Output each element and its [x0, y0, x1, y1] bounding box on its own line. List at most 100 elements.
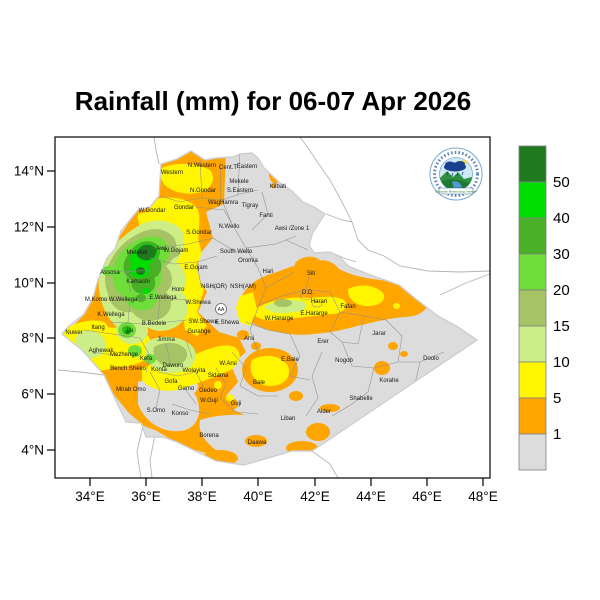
- x-axis-longitude: 34°E 36°E 38°E 40°E 42°E 44°E 46°E 48°E: [75, 478, 498, 504]
- y-tick-label: 8°N: [21, 331, 44, 346]
- legend-label: 1: [553, 426, 561, 443]
- region-label: Gamo: [178, 386, 195, 392]
- region-label: W.Arsi: [219, 361, 236, 367]
- region-label: NSH(AM): [230, 284, 256, 290]
- region-label: Western: [161, 170, 183, 176]
- y-tick-label: 12°N: [14, 220, 44, 235]
- legend-label: 5: [553, 390, 561, 407]
- region-label: N.Wello: [219, 224, 241, 230]
- x-tick-label: 46°E: [412, 489, 441, 504]
- region-label: Kefa: [140, 356, 153, 362]
- region-label: Dawuro: [163, 363, 184, 369]
- region-label: Jarar: [372, 331, 386, 337]
- region-label: Itang: [91, 325, 104, 331]
- rainfall-patch-5-10: [250, 355, 290, 386]
- legend-label: 40: [553, 210, 570, 227]
- rainfall-patch-5-10: [159, 164, 213, 194]
- map-frame: [54, 136, 491, 479]
- river-icon: [452, 181, 462, 188]
- cloud-icon: [445, 161, 455, 168]
- rainfall-patch-1-5: [374, 342, 408, 375]
- addis-ababa-marker: AA: [215, 303, 227, 315]
- region-label: Mekele: [229, 179, 249, 185]
- region-label: Erer: [317, 339, 328, 345]
- y-tick-label: 6°N: [21, 387, 44, 402]
- legend-swatch: [518, 397, 547, 435]
- region-label: K.Wellega: [97, 312, 125, 318]
- region-label: Ilu: [127, 328, 133, 334]
- region-label: Sidama: [208, 373, 229, 379]
- region-label: E.Hararge: [300, 311, 328, 317]
- region-label: Jimma: [157, 337, 175, 343]
- y-tick-label: 4°N: [21, 443, 44, 458]
- region-label: Harari: [311, 299, 327, 305]
- legend-label: 20: [553, 282, 570, 299]
- region-label: SW.Shewa: [188, 319, 218, 325]
- region-label: Wolayita: [183, 368, 207, 374]
- region-label: Metekel: [126, 250, 147, 256]
- x-tick-label: 38°E: [187, 489, 216, 504]
- y-tick-label: 10°N: [14, 276, 44, 291]
- logo-amharic-text-ring: [433, 151, 479, 197]
- region-label: Mezhenge: [110, 352, 139, 358]
- region-label: Nogob: [335, 358, 353, 364]
- legend-label: 50: [553, 174, 570, 191]
- logo-banner: [438, 187, 474, 195]
- region-label: Fanti: [259, 213, 272, 219]
- rainfall-patch-1-5: [202, 435, 318, 465]
- region-label: Assosa: [100, 270, 120, 276]
- region-label: Kilbati: [270, 184, 286, 190]
- region-label: W.Shewa: [185, 300, 211, 306]
- legend-label: 10: [553, 354, 570, 371]
- rainfall-patch-20-30: [102, 266, 114, 276]
- region-label: Shabelle: [349, 396, 373, 402]
- rainfall-patch->50: [125, 330, 130, 334]
- legend-swatch: [518, 433, 547, 471]
- region-label: South Wello: [220, 249, 253, 255]
- region-label: S.Omo: [147, 408, 166, 414]
- region-label: Alder: [317, 409, 331, 415]
- rainfall-patch-30-40: [136, 294, 146, 302]
- region-label: Cent.T: [219, 165, 237, 171]
- region-label: E.Shewa: [215, 320, 240, 326]
- region-label: Oromia: [238, 258, 258, 264]
- legend-swatch: [518, 253, 547, 291]
- legend-swatch: [518, 325, 547, 363]
- region-label: Korahe: [379, 378, 399, 384]
- region-label: Daawa: [248, 440, 267, 446]
- region-label: N.Western: [188, 163, 216, 169]
- x-tick-label: 34°E: [75, 489, 104, 504]
- rainfall-patch-1-5: [294, 256, 324, 278]
- region-label: Tigray: [242, 203, 258, 209]
- chart-title: Rainfall (mm) for 06-07 Apr 2026: [75, 86, 471, 116]
- region-label: E.Gojam: [184, 265, 207, 271]
- legend-swatch: [518, 217, 547, 255]
- rainfall-patch-15-20: [274, 299, 292, 307]
- region-label: Siti: [307, 271, 315, 277]
- region-label: Gedeo: [199, 388, 218, 394]
- y-tick-label: 14°N: [14, 164, 44, 179]
- region-label: E.Wellega: [149, 295, 177, 301]
- rainfall-patch-1-5: [306, 404, 340, 441]
- legend-swatch: [518, 145, 547, 183]
- region-label: D.D.: [302, 290, 314, 296]
- region-label: Mirab Omo: [116, 387, 146, 393]
- city-label: AA: [218, 307, 225, 313]
- region-label: Doolo: [423, 356, 439, 362]
- legend-swatch: [518, 181, 547, 219]
- region-label: NSH(OR): [201, 284, 227, 290]
- rainfall-patch-5-10: [196, 364, 234, 402]
- region-label: Gurahge: [187, 329, 211, 335]
- x-tick-label: 44°E: [356, 489, 385, 504]
- region-label: Eastern: [237, 164, 258, 170]
- legend-swatch: [518, 289, 547, 327]
- region-label: S.Eastern: [227, 188, 253, 194]
- x-tick-label: 42°E: [300, 489, 329, 504]
- legend-swatch: [518, 361, 547, 399]
- rainfall-patch-15-20: [153, 342, 188, 367]
- region-label: W.Wellega: [109, 297, 138, 303]
- legend-label: 15: [553, 318, 570, 335]
- legend-label: 30: [553, 246, 570, 263]
- city-circle: [215, 303, 227, 315]
